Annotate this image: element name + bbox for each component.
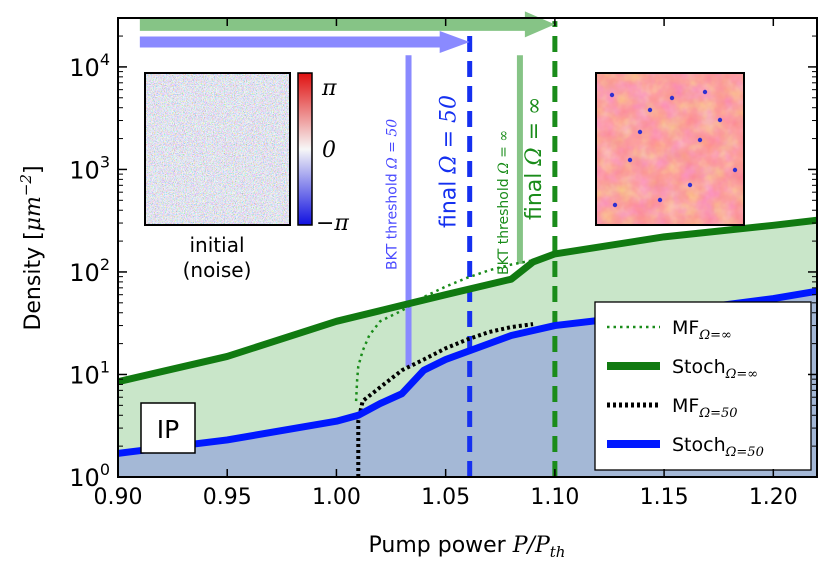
vortex-dot [717,117,723,123]
vline-label-math-bkt50: Ω = 50 [385,119,401,170]
legend-label-stoch_inf: StochΩ=∞ [672,356,758,382]
y-tick-exp: 4 [100,50,110,69]
y-axis-label: Density [μm−2] [17,165,46,330]
vortex-dots [609,89,738,208]
y-tick-base: 10 [69,54,100,82]
legend-label-stoch_50: StochΩ=50 [672,434,764,460]
vline-label-bkt_inf: BKT threshold Ω = ∞ [496,130,512,275]
y-tick-base: 10 [69,361,100,389]
progress-arrows [139,11,555,53]
arrow_blue [139,30,470,53]
y-tick-exp: 0 [100,460,110,479]
x-tick-label: 0.95 [203,485,252,510]
legend-sub-stoch_inf: Ω=∞ [725,367,759,382]
vline-label-math-final50: Ω = 50 [437,95,462,175]
y-axis-label-math: μm [21,196,46,231]
vortex-dot [697,137,703,143]
vline-label-final50: final Ω = 50 [437,95,462,228]
y-tick-label: 100 [69,460,110,492]
vline-label-bkt50: BKT threshold Ω = 50 [385,119,401,270]
colorbar-label-minus-pi: −π [316,211,349,236]
vortex-dot [687,182,693,188]
legend-name-stoch_inf: Stoch [672,356,726,378]
vline-label-text-final_inf: final [522,166,547,220]
legend-sub-stoch_50: Ω=50 [725,445,764,460]
arrow_green [139,11,555,38]
y-tick-exp: 3 [100,152,110,171]
vortex-dot [637,129,643,135]
x-axis-label-text: Pump power [369,533,507,558]
colorbar-label-pi: π [321,76,337,101]
vortex-dot [657,197,663,203]
legend-sub-mf_50: Ω=50 [698,406,737,421]
legend-sub-mf_inf: Ω=∞ [698,328,732,343]
legend-name-stoch_50: Stoch [672,434,726,456]
x-axis-label: Pump power P/Pth [369,533,566,561]
x-axis-label-math: P/P [512,533,551,558]
y-tick-exp: 1 [100,357,110,376]
y-axis-label-exp: −2 [17,174,35,196]
x-tick-label: 1.15 [640,485,689,510]
ip-region-label: IP [140,402,196,454]
vortex-dot [669,95,675,101]
vline-label-math-bkt_inf: Ω = ∞ [496,130,512,175]
x-tick-label: 1.10 [530,485,579,510]
series-mf_inf [354,259,534,402]
plot-frame [117,17,818,478]
vortex-dot [702,89,708,95]
y-tick-label: 104 [69,50,110,82]
vortex-dot [647,107,653,113]
phase-colorbar [297,72,313,226]
x-tick-label: 1.00 [312,485,361,510]
y-tick-base: 10 [69,156,100,184]
y-tick-base: 10 [69,464,100,492]
legend-label-mf_inf: MFΩ=∞ [672,317,732,343]
legend-label-mf_50: MFΩ=50 [672,395,738,421]
vortex-dot [609,92,615,98]
x-tick-label: 1.05 [421,485,470,510]
noise-image [145,73,290,225]
vortex-dot [732,167,738,173]
vline-label-text-bkt_inf: BKT threshold [496,174,512,275]
y-tick-label: 102 [69,255,110,287]
y-tick-exp: 2 [100,255,110,274]
inset-caption-noise: (noise) [183,258,252,282]
series-mf_50 [356,322,534,477]
final-state-image [596,73,744,225]
initial-noise-inset: π 0 −π initial (noise) [144,72,349,282]
series-stoch_inf [118,216,817,386]
y-tick-label: 103 [69,152,110,184]
inset-caption-initial: initial [190,233,245,257]
x-axis-label-sub: th [550,543,566,561]
x-tick-label: 1.20 [749,485,798,510]
final-state-inset [595,72,745,226]
colorbar-label-zero: 0 [322,138,336,163]
vline-label-text-bkt50: BKT threshold [385,169,401,270]
y-axis-label-close: ] [21,165,46,174]
vline-label-final_inf: final Ω = ∞ [522,97,547,220]
legend-name-mf_50: MF [672,395,699,417]
vline-label-text-final50: final [437,174,462,228]
vline-label-math-final_inf: Ω = ∞ [522,97,547,167]
vortex-dot [627,157,633,163]
y-tick-label: 101 [69,357,110,389]
y-tick-base: 10 [69,259,100,287]
y-axis-label-text: Density [ [21,231,46,330]
legend-name-mf_inf: MF [672,317,699,339]
threshold-lines [405,21,558,477]
x-axis: 0.90 0.95 1.00 1.05 1.10 1.15 1.20 [94,18,798,510]
vortex-dot [612,202,618,208]
ip-label-text: IP [157,415,179,444]
x-tick-label: 0.90 [94,485,143,510]
